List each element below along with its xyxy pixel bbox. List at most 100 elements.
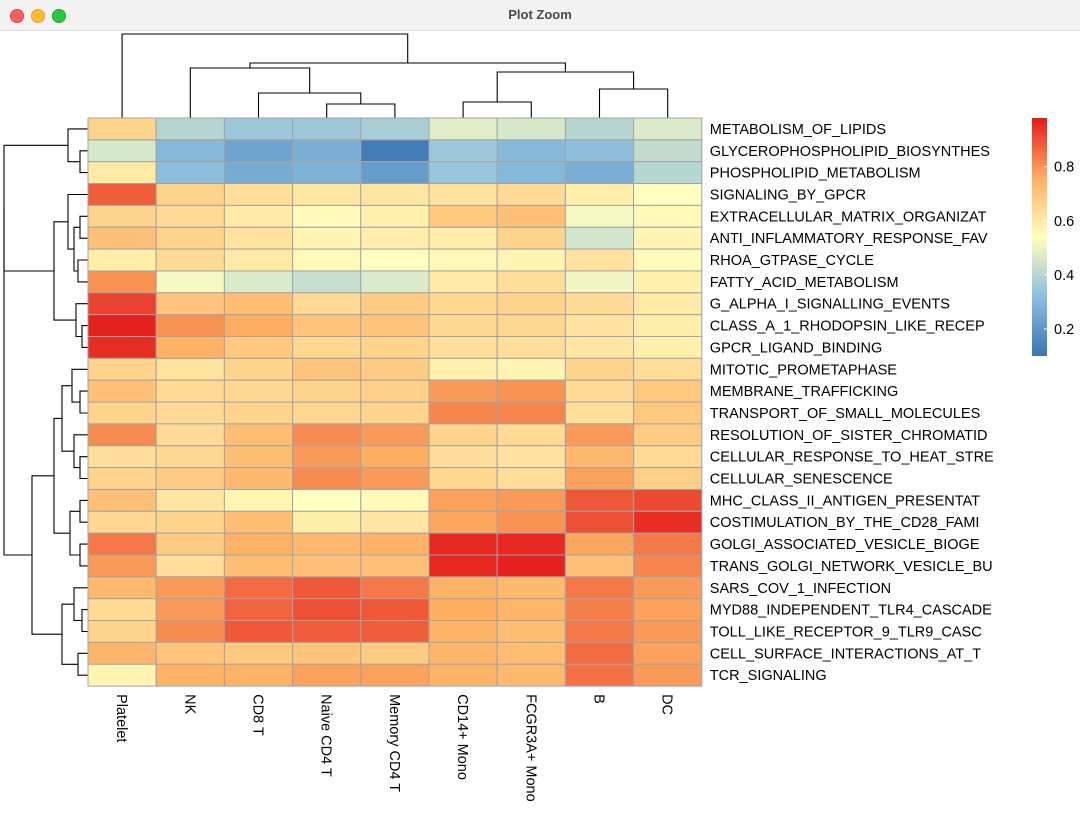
heatmap-cell [87,357,157,381]
heatmap-cell [564,183,635,206]
heatmap-cell [564,554,635,578]
dendrogram-branch [79,215,88,239]
heatmap-cell [155,488,225,512]
heatmap-cell [428,117,498,141]
heatmap-cell [633,270,703,294]
row-label: CLASS_A_1_RHODOPSIN_LIKE_RECEP [710,319,985,335]
heatmap-cell [155,204,225,228]
row-label: MITOTIC_PROMETAPHASE [710,362,898,378]
heatmap-cell [633,576,703,600]
heatmap-cell [223,532,294,556]
heatmap-cell [292,423,362,447]
title-bar: Plot Zoom [0,0,1080,31]
heatmap-cell [155,226,225,250]
heatmap-cell [564,248,635,272]
heatmap-cell [496,510,566,534]
heatmap-cell [87,139,157,163]
heatmap-cell [633,336,703,359]
heatmap-cell [87,117,157,141]
heatmap-cell [360,139,430,163]
row-label: FATTY_ACID_METABOLISM [710,275,899,291]
column-label: CD8 T [250,694,266,736]
heatmap-cell [496,576,566,600]
row-label: SARS_COV_1_INFECTION [710,581,891,597]
heatmap-cell [155,336,225,359]
heatmap-cell [360,270,430,294]
heatmap-cell [633,445,703,469]
heatmap-cell [223,423,294,447]
heatmap-cell [633,641,703,665]
heatmap-cell [87,532,157,556]
heatmap-cell [633,467,703,490]
heatmap-cell [292,663,362,687]
heatmap-cell [564,357,635,381]
heatmap-cell [292,554,362,578]
row-label: TRANS_GOLGI_NETWORK_VESICLE_BU [710,559,993,575]
heatmap-cell [155,641,225,665]
heatmap-cell [564,314,635,337]
heatmap-cell [87,488,157,512]
dendrogram-branch [67,193,88,250]
heatmap-cell [633,314,703,337]
heatmap-cell [155,445,225,469]
heatmap-cell [496,139,566,163]
zoom-window-button[interactable] [52,9,66,23]
row-label: CELL_SURFACE_INTERACTIONS_AT_T [710,646,981,662]
heatmap-cell [564,532,635,556]
heatmap-cell [496,226,566,250]
heatmap-cell [360,488,430,512]
heatmap-cell [496,598,566,622]
heatmap-cell [564,270,635,294]
heatmap-cell [155,423,225,447]
heatmap-cell [87,641,157,665]
heatmap-cell [633,554,703,578]
heatmap-cell [633,117,703,141]
heatmap-cell [223,248,294,272]
heatmap-cell [428,139,498,163]
heatmap-cell [292,401,362,425]
heatmap-cell [223,117,294,141]
dendrogram-branch [79,150,88,174]
heatmap-cell [360,445,430,469]
dendrogram-branch [257,92,362,118]
heatmap-cell [155,292,225,316]
heatmap-cell [360,423,430,447]
heatmap-cell [428,532,498,556]
heatmap-cell [564,488,635,512]
heatmap-cell [87,620,157,643]
dendrogram-branch [73,587,88,622]
heatmap-cell [633,620,703,643]
heatmap-cell [360,467,430,490]
row-label: GPCR_LIGAND_BINDING [710,340,882,356]
heatmap-cell [155,117,225,141]
heatmap-cell [360,641,430,665]
dendrogram-branch [77,652,88,676]
heatmap-cell [564,139,635,163]
heatmap-cell [87,248,157,272]
heatmap-cell [633,532,703,556]
heatmap-cell [360,183,430,206]
heatmap-cell [428,510,498,534]
minimize-window-button[interactable] [31,9,45,23]
dendrogram-branch [77,259,88,283]
heatmap-cell [564,467,635,490]
heatmap-cell [223,379,294,403]
heatmap-cell [428,226,498,250]
heatmap-cell [428,204,498,228]
heatmap-cell [496,314,566,337]
heatmap-cell [428,467,498,490]
dendrogram-branch [79,499,88,523]
heatmap-cell [292,336,362,359]
dendrogram-branch [3,144,68,272]
heatmap-cell [360,336,430,359]
heatmap-cell [496,445,566,469]
heatmap-cell [223,314,294,337]
row-label: MEMBRANE_TRAFFICKING [710,384,899,400]
heatmap-cell [360,401,430,425]
dendrogram-branch [73,226,80,272]
heatmap-cell [496,379,566,403]
heatmap-cell [428,357,498,381]
close-window-button[interactable] [10,9,24,23]
heatmap-cell [292,226,362,250]
heatmap-cell [428,379,498,403]
